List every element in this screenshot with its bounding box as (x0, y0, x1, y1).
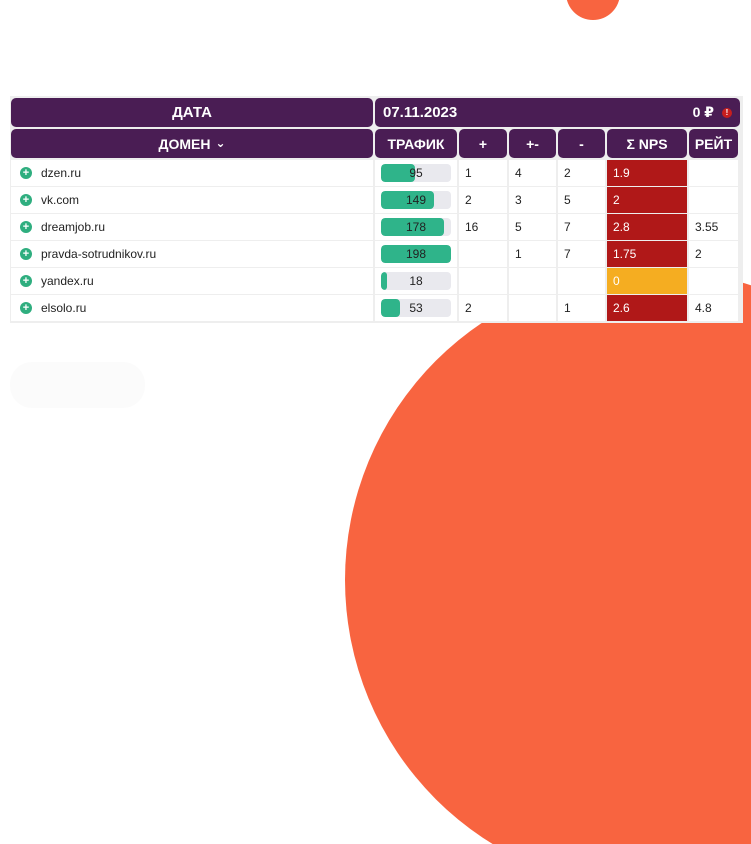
plusminus-cell (509, 295, 556, 321)
date-label-header: ДАТА (11, 98, 373, 127)
traffic-cell: 53 (375, 295, 457, 321)
traffic-bar-fill (381, 218, 444, 236)
plus-cell: 2 (459, 295, 507, 321)
column-header-domain[interactable]: ДОМЕН ⌄ (11, 129, 373, 158)
minus-cell: 5 (558, 187, 605, 213)
domain-name: elsolo.ru (41, 301, 87, 315)
table-row: + elsolo.ru 53 2 1 2.6 4.8 (10, 295, 743, 321)
traffic-bar: 198 (381, 245, 451, 263)
domain-cell: + elsolo.ru (11, 295, 373, 321)
traffic-cell: 149 (375, 187, 457, 213)
traffic-value: 53 (409, 301, 423, 315)
faded-button (10, 362, 145, 408)
expand-plus-icon[interactable]: + (20, 194, 32, 206)
traffic-value: 95 (409, 166, 423, 180)
plusminus-cell: 1 (509, 241, 556, 267)
domain-cell: + pravda-sotrudnikov.ru (11, 241, 373, 267)
expand-plus-icon[interactable]: + (20, 302, 32, 314)
domain-cell: + dzen.ru (11, 160, 373, 186)
rating-cell: 2 (689, 241, 738, 267)
table-row: + pravda-sotrudnikov.ru 198 1 7 1.75 2 (10, 241, 743, 267)
traffic-cell: 198 (375, 241, 457, 267)
nps-cell: 1.75 (607, 241, 687, 267)
date-value: 07.11.2023 (383, 104, 458, 121)
decorative-circle-top (566, 0, 620, 20)
minus-cell: 1 (558, 295, 605, 321)
rating-cell: 3.55 (689, 214, 738, 240)
traffic-value: 178 (405, 220, 427, 234)
plusminus-cell: 3 (509, 187, 556, 213)
traffic-bar-fill (381, 191, 434, 209)
amount-group: 0 ₽ ! (693, 104, 732, 121)
nps-table: ДАТА 07.11.2023 0 ₽ ! ДОМЕН ⌄ ТРАФИК + +… (10, 96, 743, 323)
plus-cell: 16 (459, 214, 507, 240)
plus-cell (459, 241, 507, 267)
header-row-date: ДАТА 07.11.2023 0 ₽ ! (10, 97, 743, 128)
nps-cell: 1.9 (607, 160, 687, 186)
plus-cell: 1 (459, 160, 507, 186)
traffic-cell: 178 (375, 214, 457, 240)
domain-name: vk.com (41, 193, 80, 207)
plusminus-cell (509, 268, 556, 294)
column-header-plus[interactable]: + (459, 129, 507, 158)
traffic-value: 149 (405, 193, 427, 207)
column-header-nps[interactable]: Σ NPS (607, 129, 687, 158)
alert-circle-icon[interactable]: ! (722, 107, 732, 118)
nps-cell: 2 (607, 187, 687, 213)
domain-cell: + vk.com (11, 187, 373, 213)
minus-cell: 7 (558, 214, 605, 240)
plusminus-cell: 5 (509, 214, 556, 240)
traffic-bar: 95 (381, 164, 451, 182)
traffic-value: 198 (405, 247, 427, 261)
domain-cell: + yandex.ru (11, 268, 373, 294)
domain-name: yandex.ru (41, 274, 94, 288)
header-row-columns: ДОМЕН ⌄ ТРАФИК + +- - Σ NPS РЕЙТ (10, 128, 743, 159)
decorative-circle-large (345, 270, 751, 844)
column-header-plusminus[interactable]: +- (509, 129, 556, 158)
column-header-minus[interactable]: - (558, 129, 605, 158)
traffic-bar-fill (381, 164, 415, 182)
domain-name: dreamjob.ru (41, 220, 106, 234)
traffic-bar: 53 (381, 299, 451, 317)
chevron-down-icon[interactable]: ⌄ (215, 135, 226, 150)
domain-cell: + dreamjob.ru (11, 214, 373, 240)
traffic-bar: 18 (381, 272, 451, 290)
minus-cell: 7 (558, 241, 605, 267)
rating-cell (689, 160, 738, 186)
column-header-domain-label: ДОМЕН (158, 135, 211, 152)
table-row: + vk.com 149 2 3 5 2 (10, 187, 743, 213)
minus-cell (558, 268, 605, 294)
expand-plus-icon[interactable]: + (20, 248, 32, 260)
column-header-rating[interactable]: РЕЙТ (689, 129, 738, 158)
plus-cell (459, 268, 507, 294)
column-header-traffic[interactable]: ТРАФИК (375, 129, 457, 158)
traffic-bar-fill (381, 299, 400, 317)
traffic-bar-fill (381, 272, 388, 290)
plusminus-cell: 4 (509, 160, 556, 186)
nps-cell: 2.8 (607, 214, 687, 240)
minus-cell: 2 (558, 160, 605, 186)
domain-name: dzen.ru (41, 166, 82, 180)
amount-value: 0 ₽ (692, 104, 714, 120)
plus-cell: 2 (459, 187, 507, 213)
rating-cell (689, 268, 738, 294)
traffic-value: 18 (409, 274, 423, 288)
domain-name: pravda-sotrudnikov.ru (41, 247, 157, 261)
expand-plus-icon[interactable]: + (20, 167, 32, 179)
traffic-cell: 95 (375, 160, 457, 186)
rating-cell: 4.8 (689, 295, 738, 321)
traffic-bar: 178 (381, 218, 451, 236)
table-row: + yandex.ru 18 0 (10, 268, 743, 294)
date-value-header: 07.11.2023 0 ₽ ! (375, 98, 740, 127)
traffic-bar: 149 (381, 191, 451, 209)
nps-cell: 0 (607, 268, 687, 294)
rating-cell (689, 187, 738, 213)
traffic-cell: 18 (375, 268, 457, 294)
traffic-bar-fill (381, 245, 451, 263)
table-row: + dzen.ru 95 1 4 2 1.9 (10, 160, 743, 186)
expand-plus-icon[interactable]: + (20, 221, 32, 233)
nps-cell: 2.6 (607, 295, 687, 321)
table-row: + dreamjob.ru 178 16 5 7 2.8 3.55 (10, 214, 743, 240)
expand-plus-icon[interactable]: + (20, 275, 32, 287)
